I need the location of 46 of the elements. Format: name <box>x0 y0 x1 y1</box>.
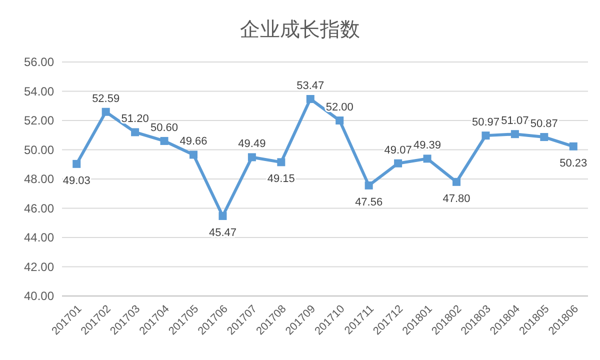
point <box>160 136 168 145</box>
text: 50.87 <box>530 118 558 130</box>
text: 49.66 <box>180 136 208 148</box>
y-tick-label: 48.00 <box>24 172 54 186</box>
text: 51.07 <box>501 115 529 128</box>
y-tick-label: 54.00 <box>24 84 54 98</box>
point <box>569 142 578 150</box>
text: 50.97 <box>472 116 500 129</box>
point <box>131 128 140 136</box>
y-tick-label: 50.00 <box>24 142 54 157</box>
text: 50.60 <box>150 122 178 134</box>
point <box>248 153 256 162</box>
text: 45.47 <box>208 227 236 239</box>
point <box>482 132 490 140</box>
y-tick-label: 56.00 <box>24 55 54 69</box>
point <box>510 130 519 138</box>
point <box>190 150 198 159</box>
text: 49.03 <box>62 174 90 187</box>
chart-title: 企业成长指数 <box>240 19 360 41</box>
text: 52.00 <box>326 102 354 114</box>
y-tick-label: 40.00 <box>24 289 54 303</box>
point <box>306 95 314 103</box>
point <box>364 181 373 190</box>
text: 53.47 <box>296 80 324 92</box>
text: 49.07 <box>384 144 412 156</box>
text: 50.23 <box>560 157 588 170</box>
y-tick-label: 42.00 <box>24 260 54 274</box>
point <box>72 160 81 168</box>
point <box>277 158 286 166</box>
point <box>394 159 402 168</box>
text: 51.20 <box>121 113 149 126</box>
text: 47.56 <box>355 196 383 208</box>
text: 49.15 <box>267 173 295 186</box>
text: 49.49 <box>238 138 266 150</box>
text: 52.59 <box>92 92 120 105</box>
point <box>452 178 460 186</box>
y-tick-label: 52.00 <box>24 114 54 128</box>
point <box>218 212 227 220</box>
point <box>423 154 432 163</box>
point <box>540 133 548 142</box>
text: 49.39 <box>414 140 442 152</box>
point <box>336 116 344 124</box>
text: 47.80 <box>442 192 470 205</box>
point <box>102 108 110 116</box>
y-tick-label: 46.00 <box>24 201 54 216</box>
y-tick-label: 44.00 <box>24 230 54 244</box>
